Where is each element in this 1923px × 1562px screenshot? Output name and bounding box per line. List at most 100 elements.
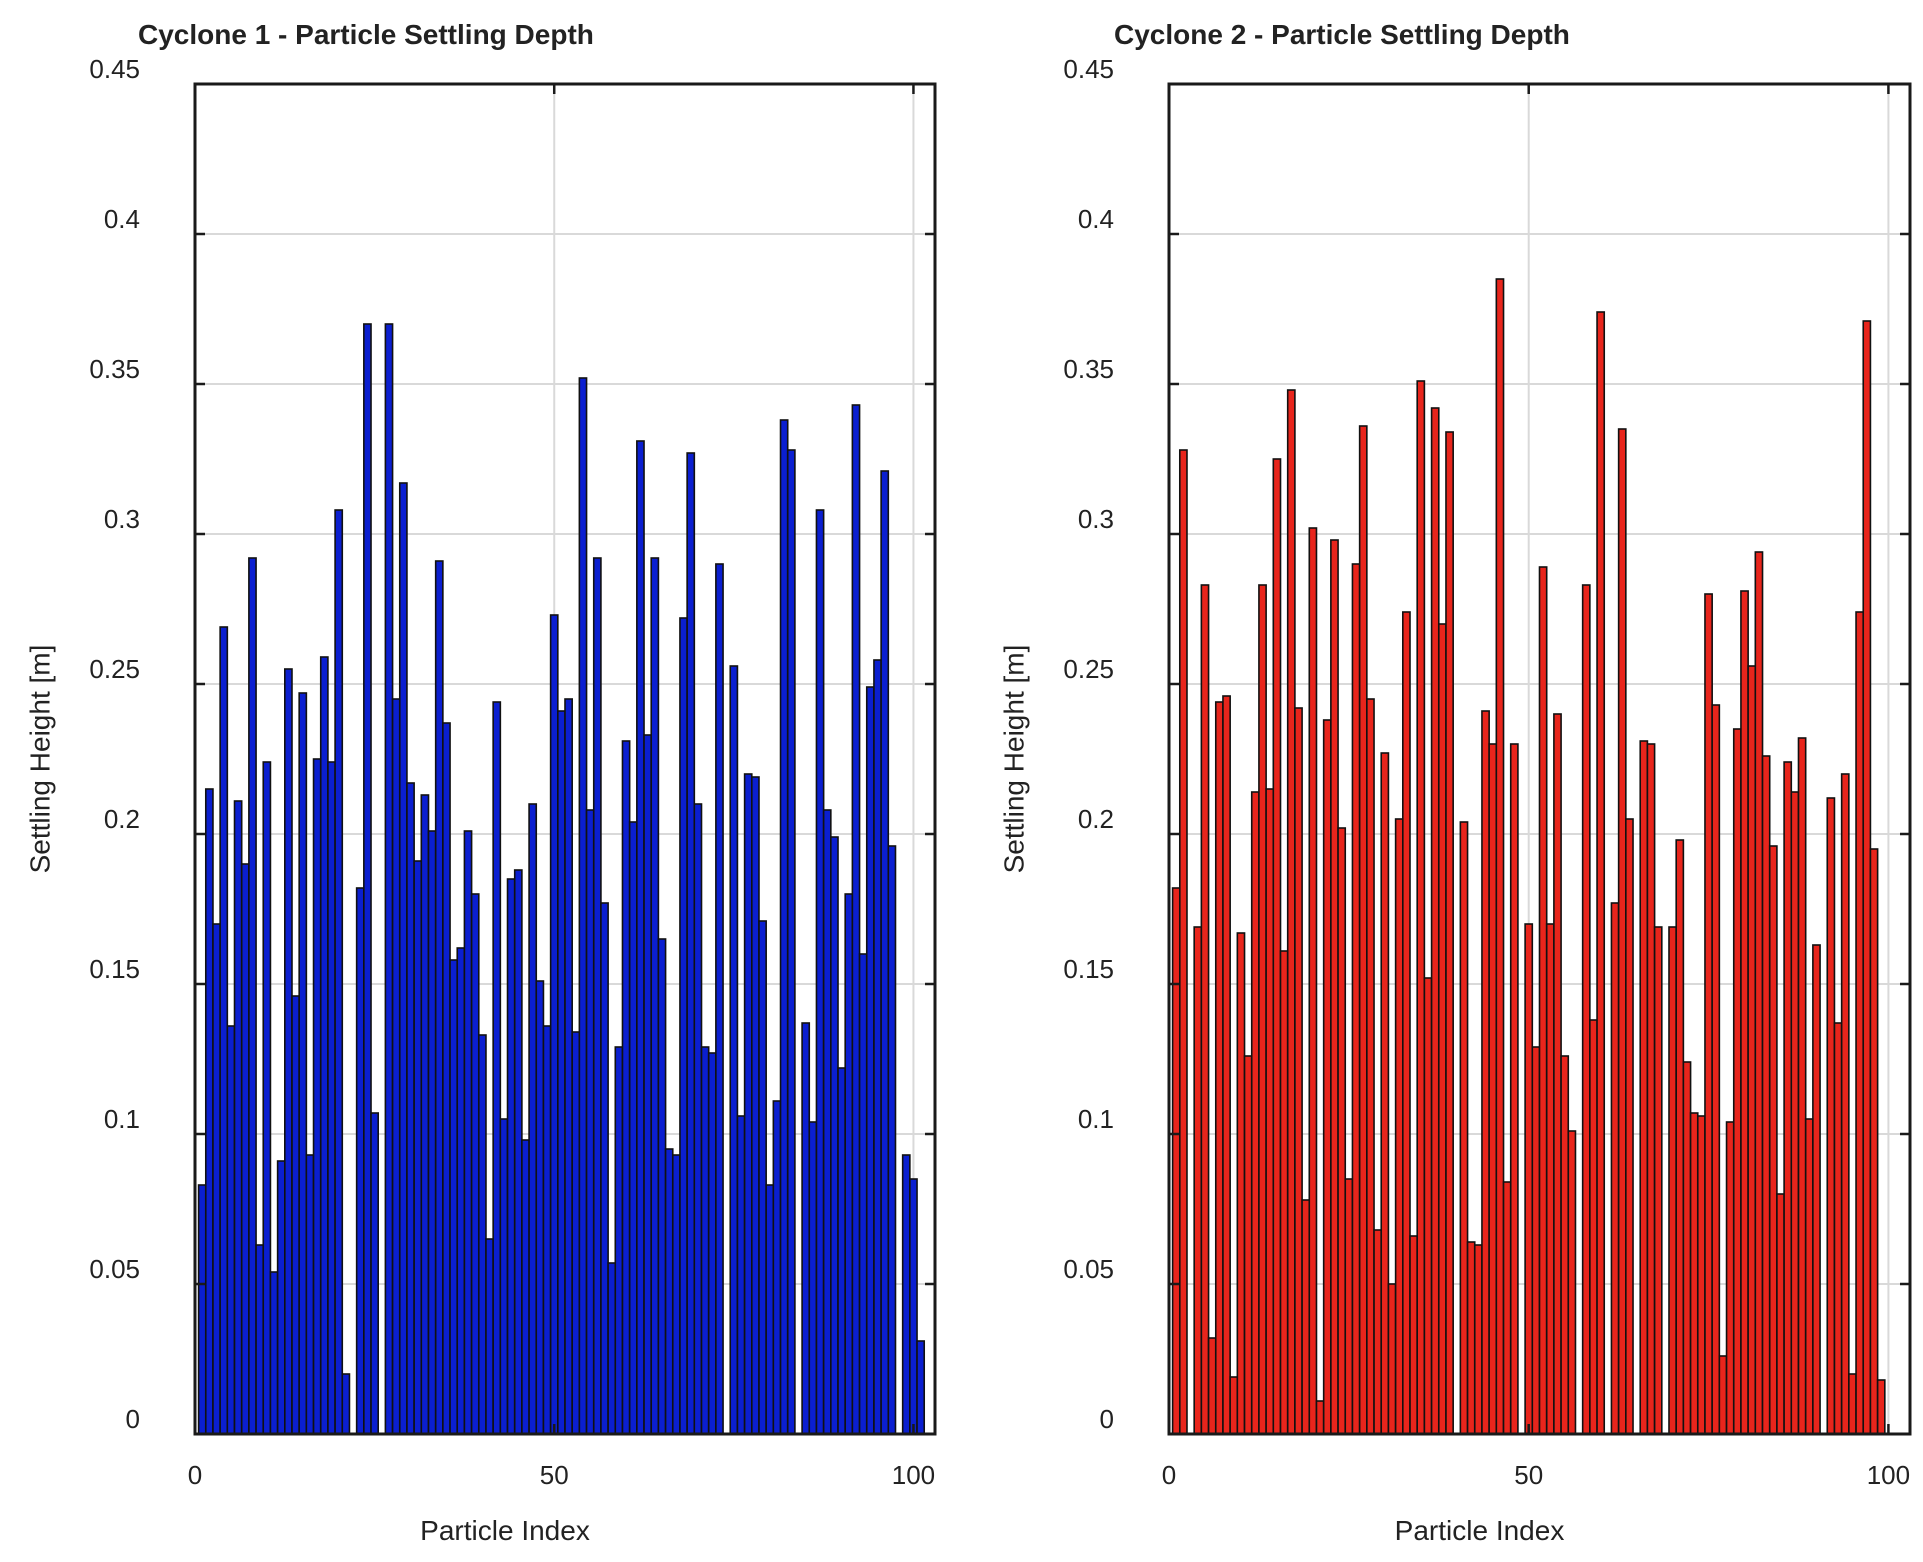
bar <box>1869 848 1879 1435</box>
plot-frame <box>1167 82 1912 1436</box>
bar <box>420 794 430 1435</box>
bar <box>427 830 437 1435</box>
bar <box>607 1262 617 1435</box>
bar <box>1747 665 1757 1435</box>
bar <box>636 440 645 1435</box>
bar <box>406 782 415 1435</box>
bar <box>1351 563 1361 1435</box>
y-tick-label: 0 <box>1100 1404 1114 1434</box>
bar <box>779 419 789 1435</box>
bar <box>650 557 660 1435</box>
bar <box>1301 1199 1311 1435</box>
bar <box>1639 740 1649 1435</box>
bar <box>1646 743 1656 1435</box>
bar <box>801 1022 811 1435</box>
bar <box>1560 1055 1570 1435</box>
bar <box>1294 707 1303 1435</box>
bar <box>1855 611 1865 1435</box>
bar <box>521 1139 530 1435</box>
bar <box>600 902 609 1435</box>
bar <box>456 947 466 1435</box>
bar <box>1689 1112 1699 1435</box>
y-tick-label: 0.4 <box>1078 204 1114 234</box>
bar <box>535 980 545 1435</box>
bar <box>1358 425 1368 1435</box>
bar <box>1236 932 1246 1435</box>
bar <box>1214 701 1224 1435</box>
bar <box>1437 623 1447 1435</box>
x-tick-label: 100 <box>892 1460 935 1490</box>
bar <box>391 698 401 1435</box>
bar <box>808 1121 818 1435</box>
bar <box>1545 923 1555 1435</box>
bar <box>1581 584 1591 1435</box>
bar <box>815 509 825 1435</box>
bar <box>284 668 293 1435</box>
bar <box>528 803 538 1435</box>
bar <box>873 659 882 1435</box>
x-tick-label: 50 <box>540 1460 569 1490</box>
bar <box>592 557 602 1435</box>
y-tick-label: 0.1 <box>104 1104 140 1134</box>
bar <box>830 836 839 1435</box>
y-axis-label: Settling Height [m] <box>998 645 1029 874</box>
bar <box>1409 1235 1418 1435</box>
bar <box>686 452 696 1435</box>
bar <box>564 698 573 1435</box>
bar <box>1610 902 1620 1435</box>
bar <box>276 1160 286 1435</box>
y-tick-label: 0.45 <box>1063 54 1114 84</box>
bar <box>1538 566 1548 1435</box>
bar <box>851 404 861 1435</box>
bar <box>1790 791 1800 1435</box>
bar <box>1315 1400 1325 1435</box>
bar <box>1495 278 1505 1435</box>
bar <box>693 803 703 1435</box>
bar <box>1589 1019 1598 1435</box>
bar <box>1668 926 1677 1435</box>
bar <box>679 617 688 1435</box>
bar <box>1675 839 1685 1435</box>
bar <box>1596 311 1606 1435</box>
bar <box>269 1271 279 1435</box>
bar <box>909 1178 918 1435</box>
bar <box>334 509 344 1435</box>
bar <box>413 860 423 1435</box>
bar <box>319 656 329 1435</box>
bar <box>1797 737 1807 1435</box>
bar <box>887 845 897 1435</box>
bars <box>197 323 926 1435</box>
bar <box>1481 710 1490 1435</box>
bar <box>1430 407 1440 1435</box>
bar <box>657 938 667 1435</box>
bar <box>758 920 767 1435</box>
bar <box>1222 695 1231 1435</box>
y-tick-label: 0.05 <box>1063 1254 1114 1284</box>
bar <box>1373 1229 1383 1435</box>
bar <box>363 323 372 1435</box>
bar <box>1826 797 1836 1435</box>
bar <box>628 821 638 1435</box>
bar <box>1531 1046 1541 1435</box>
bar <box>1394 818 1404 1435</box>
bar <box>1783 761 1793 1435</box>
bar <box>449 959 459 1435</box>
y-tick-label: 0.3 <box>104 504 140 534</box>
bar <box>398 482 408 1435</box>
y-tick-label: 0.05 <box>89 1254 140 1284</box>
bar <box>1243 1055 1253 1435</box>
bar <box>1488 743 1498 1435</box>
bar <box>1207 1337 1217 1435</box>
bar <box>291 995 300 1435</box>
bar <box>1344 1178 1354 1435</box>
bar <box>1553 713 1562 1435</box>
bar <box>327 761 336 1435</box>
bar <box>1366 698 1375 1435</box>
chart-title: Cyclone 1 - Particle Settling Depth <box>138 19 594 50</box>
bar <box>1200 584 1210 1435</box>
bar <box>1862 320 1872 1435</box>
bar <box>1473 1244 1483 1435</box>
bar <box>1812 944 1821 1435</box>
y-tick-label: 0.45 <box>89 54 140 84</box>
